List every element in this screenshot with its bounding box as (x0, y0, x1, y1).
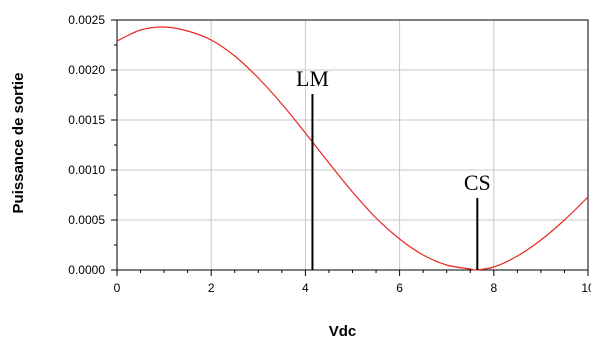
y-tick-labels: 0.0000 0.0005 0.0010 0.0015 0.0020 0.0025 (68, 13, 105, 277)
y-tick-label: 0.0025 (68, 13, 105, 27)
x-tick-label: 6 (396, 281, 403, 295)
y-tick-label: 0.0000 (68, 263, 105, 277)
y-tick-label: 0.0010 (68, 163, 105, 177)
y-tick-label: 0.0015 (68, 113, 105, 127)
series-line (116, 26, 589, 271)
marker-label-lm: LM (296, 66, 329, 91)
tick-marks (111, 19, 589, 276)
y-tick-label: 0.0020 (68, 63, 105, 77)
x-tick-label: 0 (114, 281, 121, 295)
x-axis-title: Vdc (329, 323, 357, 340)
x-tick-label: 4 (302, 281, 309, 295)
series-layer (116, 26, 589, 271)
x-tick-label: 8 (490, 281, 497, 295)
x-tick-label: 10 (581, 281, 591, 295)
marker-label-cs: CS (464, 170, 491, 195)
y-tick-label: 0.0005 (68, 213, 105, 227)
plot-frame (116, 19, 589, 271)
x-tick-labels: 0 2 4 6 8 10 (114, 281, 591, 295)
grid (117, 20, 588, 270)
marker-layer: LM CS (296, 66, 491, 270)
x-tick-label: 2 (208, 281, 215, 295)
y-axis-title: Puissance de sortie (10, 73, 27, 214)
